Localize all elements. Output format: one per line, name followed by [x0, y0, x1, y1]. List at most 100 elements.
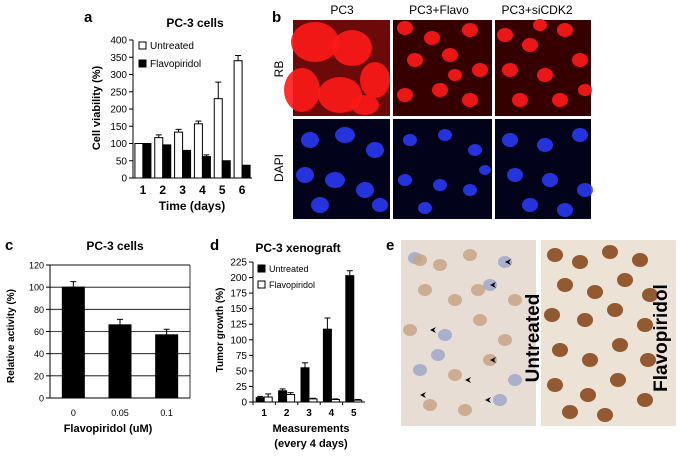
chart-a-bar — [201, 156, 211, 179]
b-row-label-rb: RB — [272, 61, 286, 78]
ihc-nucleus-untreated — [498, 334, 512, 346]
ihc-nucleus-flavopiridol — [637, 393, 653, 407]
panel-label-a: a — [84, 9, 93, 26]
chart-a-xtick-label: 1 — [140, 183, 147, 197]
rb-nucleus — [284, 68, 320, 112]
rb-nucleus — [572, 53, 588, 67]
rb-nucleus — [432, 83, 448, 97]
b-col-label-sicdk2: PC3+siCDK2 — [501, 3, 572, 17]
chart-a-ytick-label: 200 — [110, 105, 127, 116]
ihc-nucleus-untreated — [473, 314, 487, 326]
rb-nucleus — [512, 93, 528, 107]
chart-a-legend-swatch — [138, 41, 147, 50]
chart-d-bar — [286, 394, 296, 403]
chart-d-ytick-label: 125 — [230, 320, 247, 331]
chart-c-xtick-label: 0.1 — [160, 408, 173, 418]
dapi-nucleus — [325, 172, 345, 188]
dapi-nucleus — [301, 132, 319, 148]
panel-b-micrographs: PC3 PC3+Flavo PC3+siCDK2 RB DAPI — [272, 3, 594, 222]
chart-a-xlabel: Time (days) — [159, 199, 225, 213]
chart-d-bar — [345, 275, 355, 403]
chart-a-ylabel: Cell viability (%) — [91, 65, 103, 150]
dapi-nucleus — [311, 197, 329, 213]
rb-nucleus — [522, 38, 538, 52]
rb-nucleus — [462, 93, 478, 107]
arrowhead — [505, 259, 511, 265]
chart-d-ytick-label: 25 — [236, 382, 248, 393]
chart-d-xtick-label: 5 — [351, 408, 357, 419]
ihc-nucleus-untreated — [438, 329, 452, 341]
ihc-nucleus-flavopiridol — [597, 408, 613, 422]
rb-nucleus — [351, 95, 379, 115]
ihc-nucleus-flavopiridol — [637, 318, 653, 332]
chart-a-bar — [134, 143, 144, 179]
chart-a-xtick-label: 2 — [159, 183, 166, 197]
arrowhead — [430, 327, 436, 333]
ihc-nucleus-untreated — [413, 364, 427, 376]
chart-a-legend-label: Untreated — [150, 41, 194, 52]
rb-nucleus — [557, 23, 573, 37]
chart-d-legend-swatch — [257, 264, 266, 273]
ihc-nucleus-flavopiridol — [607, 303, 623, 317]
chart-d-ytick-label: 100 — [230, 335, 247, 346]
chart-c-xtick-label: 0 — [71, 408, 76, 418]
ihc-nucleus-untreated — [463, 249, 477, 261]
chart-c-xtick-label: 0.05 — [111, 408, 129, 418]
chart-d-ytick-label: 0 — [241, 398, 247, 409]
ihc-nucleus-flavopiridol — [572, 255, 588, 269]
rb-nucleus — [397, 88, 413, 102]
ihc-nucleus-flavopiridol — [552, 343, 568, 357]
chart-d-bar — [263, 396, 273, 403]
ihc-nucleus-untreated — [413, 254, 427, 266]
chart-d-title: PC-3 xenograft — [255, 241, 340, 255]
chart-a-xtick-label: 6 — [239, 183, 246, 197]
chart-a-bar — [221, 160, 231, 179]
chart-d-xlabel2: (every 4 days) — [274, 438, 348, 450]
chart-d-bar — [353, 399, 363, 403]
chart-a-ytick-label: 50 — [116, 156, 128, 167]
chart-c-ytick-label: 120 — [29, 261, 44, 271]
arrowhead — [465, 377, 471, 383]
rb-nucleus — [497, 28, 513, 42]
chart-d-ytick-label: 175 — [230, 289, 247, 300]
dapi-nucleus — [403, 134, 417, 146]
ihc-nucleus-flavopiridol — [562, 405, 578, 419]
dapi-nucleus — [433, 179, 447, 191]
b-col-label-flavo: PC3+Flavo — [409, 3, 469, 17]
ihc-nucleus-flavopiridol — [587, 285, 603, 299]
chart-c-ytick-label: 20 — [34, 371, 44, 381]
rb-nucleus — [533, 19, 547, 31]
ihc-nucleus-flavopiridol — [547, 248, 563, 262]
rb-nucleus — [332, 30, 372, 66]
rb-nucleus — [424, 31, 440, 45]
chart-a-bar — [142, 143, 152, 179]
chart-d-legend-label: Untreated — [269, 264, 309, 274]
chart-d-bar — [308, 398, 318, 403]
ihc-nucleus-untreated — [493, 394, 507, 406]
ihc-nucleus-untreated — [423, 399, 437, 411]
chart-a-xtick-label: 3 — [179, 183, 186, 197]
ihc-nucleus-flavopiridol — [610, 373, 626, 387]
rb-nucleus — [407, 53, 423, 67]
chart-c-bar — [108, 324, 132, 399]
arrowhead — [485, 397, 491, 403]
chart-a-bar — [193, 123, 203, 179]
chart-d-xtick-label: 2 — [284, 408, 290, 419]
ihc-nucleus-flavopiridol — [582, 353, 598, 367]
chart-d-ytick-label: 150 — [230, 304, 247, 315]
rb-nucleus — [442, 48, 458, 62]
chart-d-ylabel: Tumor growth (%) — [215, 288, 226, 373]
rb-nucleus — [502, 63, 518, 77]
chart-d: PC-3 xenograft Measurements (every 4 day… — [215, 241, 365, 450]
b-col-label-pc3: PC3 — [330, 3, 354, 17]
rb-nucleus — [397, 21, 413, 35]
chart-d-bar — [255, 397, 265, 403]
chart-a-ytick-label: 350 — [110, 53, 127, 64]
chart-a-bar — [154, 137, 164, 179]
arrowhead — [490, 357, 496, 363]
dapi-nucleus — [542, 173, 558, 187]
panel-label-c: c — [5, 237, 13, 254]
chart-a-ytick-label: 300 — [110, 70, 127, 81]
chart-d-ytick-label: 50 — [236, 366, 248, 377]
